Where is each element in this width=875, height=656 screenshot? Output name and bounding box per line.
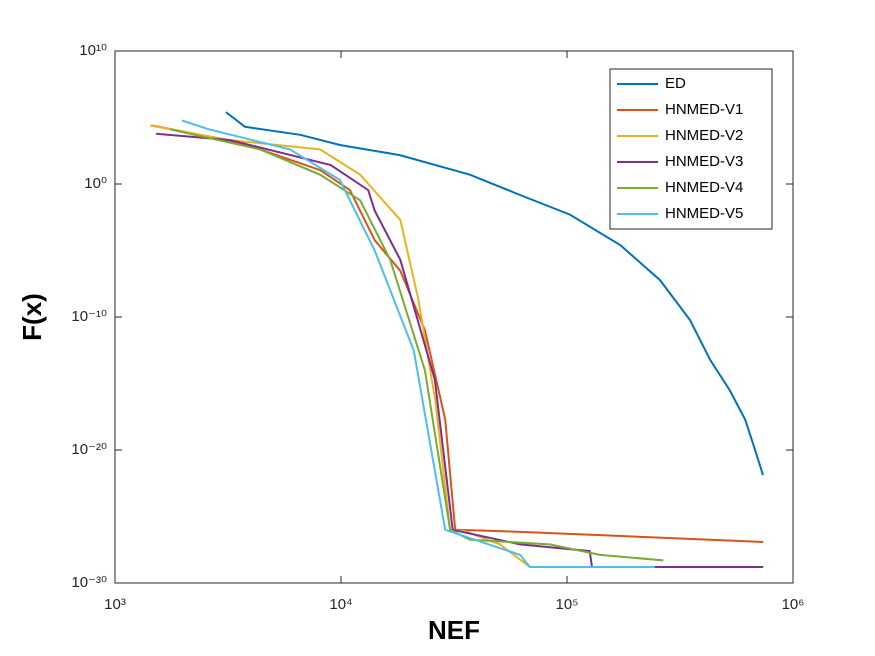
y-tick-label: 10¹⁰ <box>79 42 107 59</box>
y-tick-label: 10⁰ <box>84 175 107 192</box>
legend-label: HNMED-V3 <box>665 153 743 170</box>
y-axis-title: F(x) <box>17 293 47 341</box>
y-tick-label: 10⁻³⁰ <box>71 574 107 591</box>
x-tick-label: 10⁶ <box>782 596 805 613</box>
y-tick-label: 10⁻¹⁰ <box>71 308 107 325</box>
legend-label: HNMED-V1 <box>665 101 743 118</box>
x-tick-label: 10⁵ <box>556 596 579 613</box>
legend-label: HNMED-V5 <box>665 205 743 222</box>
legend-label: HNMED-V2 <box>665 127 743 144</box>
series-line <box>169 128 664 562</box>
series-line <box>181 119 655 568</box>
legend-label: ED <box>665 75 686 92</box>
legend-label: HNMED-V4 <box>665 179 743 196</box>
x-axis-title: NEF <box>428 615 480 645</box>
series-line <box>225 111 764 476</box>
legend-box <box>609 68 773 230</box>
x-tick-label: 10⁴ <box>329 596 352 613</box>
y-tick-label: 10⁻²⁰ <box>71 441 107 458</box>
x-tick-label: 10³ <box>104 596 126 613</box>
